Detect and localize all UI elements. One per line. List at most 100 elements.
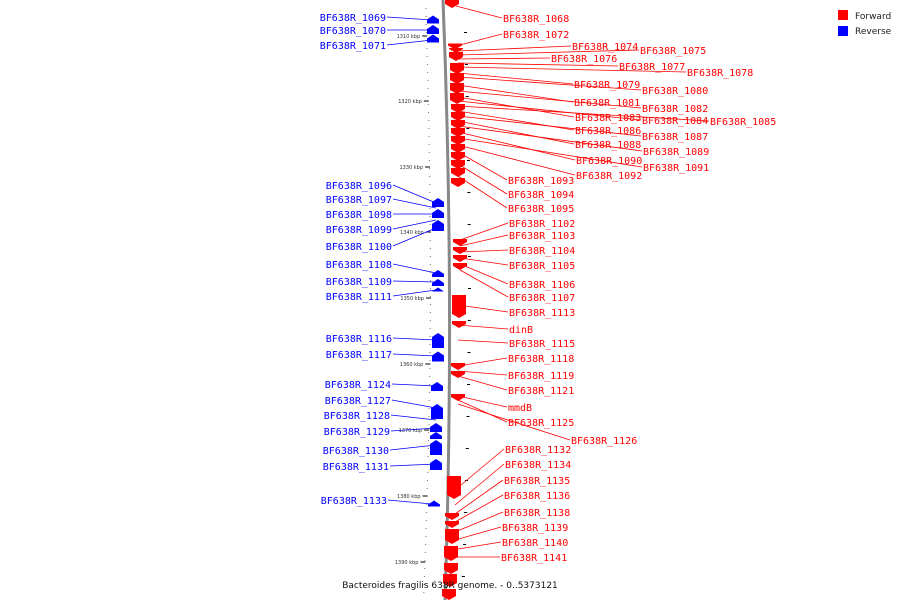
forward-gene-label[interactable]: BF638R_1089 [643, 147, 709, 158]
forward-gene-label[interactable]: BF638R_1132 [505, 445, 571, 456]
forward-gene-label[interactable]: BF638R_1135 [504, 476, 570, 487]
reverse-gene-label[interactable]: BF638R_1097 [326, 195, 392, 206]
forward-gene-label[interactable]: BF638R_1136 [504, 491, 570, 502]
reverse-gene-label[interactable]: BF638R_1070 [320, 26, 386, 37]
scale-dot [426, 496, 428, 497]
forward-gene-label[interactable]: BF638R_1078 [687, 68, 753, 79]
reverse-gene-label[interactable]: BF638R_1100 [326, 242, 392, 253]
forward-gene-label[interactable]: BF638R_1087 [642, 132, 708, 143]
forward-leader-line [457, 324, 509, 330]
reverse-gene-label[interactable]: BF638R_1071 [320, 41, 386, 52]
forward-gene-arrow [445, 513, 459, 520]
scale-dot [428, 392, 430, 393]
scale-dot [425, 544, 427, 545]
forward-gene-label[interactable]: BF638R_1074 [572, 42, 638, 53]
forward-gene-label[interactable]: BF638R_1081 [574, 98, 640, 109]
forward-gene-label[interactable]: BF638R_1075 [640, 46, 706, 57]
reverse-gene-arrow [432, 209, 444, 218]
forward-gene-label[interactable]: BF638R_1095 [508, 204, 574, 215]
scale-dot [429, 328, 431, 329]
forward-leader-line [457, 151, 508, 181]
forward-gene-label[interactable]: BF638R_1093 [508, 176, 574, 187]
reverse-gene-label[interactable]: BF638R_1069 [320, 13, 386, 24]
forward-gene-label[interactable]: BF638R_1139 [502, 523, 568, 534]
forward-gene-label[interactable]: BF638R_1083 [575, 113, 641, 124]
forward-gene-label[interactable]: dinB [509, 325, 533, 336]
forward-gene-label[interactable]: BF638R_1138 [504, 508, 570, 519]
forward-gene-label[interactable]: BF638R_1134 [505, 460, 571, 471]
forward-gene-label[interactable]: BF638R_1076 [551, 54, 617, 65]
forward-gene-label[interactable]: BF638R_1126 [571, 436, 637, 447]
forward-gene-label[interactable]: BF638R_1079 [574, 80, 640, 91]
reverse-gene-label[interactable]: BF638R_1096 [326, 181, 392, 192]
reverse-gene-label[interactable]: BF638R_1130 [323, 446, 389, 457]
reverse-gene-arrow [431, 382, 443, 391]
forward-gene-label[interactable]: BF638R_1086 [575, 126, 641, 137]
forward-gene-label[interactable]: BF638R_1102 [509, 219, 575, 230]
forward-gene-label[interactable]: BF638R_1088 [575, 140, 641, 151]
forward-leader-line [457, 395, 508, 408]
forward-leader-line [455, 5, 503, 19]
reverse-gene-label[interactable]: BF638R_1098 [326, 210, 392, 221]
forward-gene-label[interactable]: BF638R_1119 [508, 371, 574, 382]
reverse-gene-arrow [430, 423, 442, 432]
reverse-gene-label[interactable]: BF638R_1127 [325, 396, 391, 407]
forward-leader-line [457, 49, 640, 56]
scale-dash [466, 128, 470, 129]
scale-dot [428, 112, 430, 113]
forward-leader-line [454, 479, 504, 515]
forward-gene-label[interactable]: BF638R_1113 [509, 308, 575, 319]
scale-dot [426, 64, 428, 65]
forward-gene-label[interactable]: BF638R_1107 [509, 293, 575, 304]
forward-gene-arrow [451, 128, 465, 137]
forward-gene-arrow [453, 239, 467, 246]
forward-gene-label[interactable]: BF638R_1090 [576, 156, 642, 167]
scale-dot [428, 136, 430, 137]
reverse-gene-label[interactable]: BF638R_1128 [324, 411, 390, 422]
forward-gene-label[interactable]: BF638R_1085 [710, 117, 776, 128]
forward-gene-label[interactable]: BF638R_1084 [642, 116, 708, 127]
forward-gene-label[interactable]: BF638R_1115 [509, 339, 575, 350]
forward-gene-label[interactable]: BF638R_1077 [619, 62, 685, 73]
forward-gene-label[interactable]: BF638R_1082 [642, 104, 708, 115]
reverse-gene-label[interactable]: BF638R_1133 [321, 496, 387, 507]
reverse-gene-label[interactable]: BF638R_1109 [326, 277, 392, 288]
reverse-gene-label[interactable]: BF638R_1129 [324, 427, 390, 438]
forward-gene-arrow [453, 263, 467, 270]
reverse-gene-label[interactable]: BF638R_1116 [326, 334, 392, 345]
forward-leader-line [457, 45, 572, 52]
forward-gene-label[interactable]: BF638R_1141 [501, 553, 567, 564]
forward-gene-label[interactable]: BF638R_1140 [502, 538, 568, 549]
forward-gene-label[interactable]: BF638R_1103 [509, 231, 575, 242]
forward-gene-label[interactable]: BF638R_1105 [509, 261, 575, 272]
reverse-gene-label[interactable]: BF638R_1124 [325, 380, 391, 391]
reverse-gene-label[interactable]: BF638R_1131 [323, 462, 389, 473]
forward-gene-label[interactable]: BF638R_1125 [508, 418, 574, 429]
scale-dot [426, 56, 428, 57]
forward-gene-label[interactable]: BF638R_1068 [503, 14, 569, 25]
forward-gene-label[interactable]: BF638R_1091 [643, 163, 709, 174]
scale-dot [425, 536, 427, 537]
forward-leader-line [457, 100, 642, 121]
reverse-gene-arrow [432, 287, 444, 292]
reverse-gene-label[interactable]: BF638R_1117 [326, 350, 392, 361]
forward-gene-label[interactable]: BF638R_1092 [576, 171, 642, 182]
reverse-leader-line [392, 263, 437, 274]
forward-gene-label[interactable]: BF638R_1121 [508, 386, 574, 397]
scale-dash [465, 448, 469, 449]
reverse-gene-label[interactable]: BF638R_1108 [326, 260, 392, 271]
reverse-gene-label[interactable]: BF638R_1099 [326, 225, 392, 236]
scale-dash [467, 256, 471, 257]
forward-gene-label[interactable]: BF638R_1080 [642, 86, 708, 97]
forward-gene-label[interactable]: mmdB [508, 403, 532, 414]
forward-gene-label[interactable]: BF638R_1094 [508, 190, 574, 201]
scale-dot [429, 280, 431, 281]
scale-dot [429, 368, 431, 369]
forward-gene-label[interactable]: BF638R_1104 [509, 246, 575, 257]
tick-label: 1330 kbp [399, 165, 423, 171]
forward-gene-label[interactable]: BF638R_1118 [508, 354, 574, 365]
forward-gene-label[interactable]: BF638R_1106 [509, 280, 575, 291]
scale-dot [428, 416, 430, 417]
reverse-gene-label[interactable]: BF638R_1111 [326, 292, 392, 303]
forward-gene-label[interactable]: BF638R_1072 [503, 30, 569, 41]
